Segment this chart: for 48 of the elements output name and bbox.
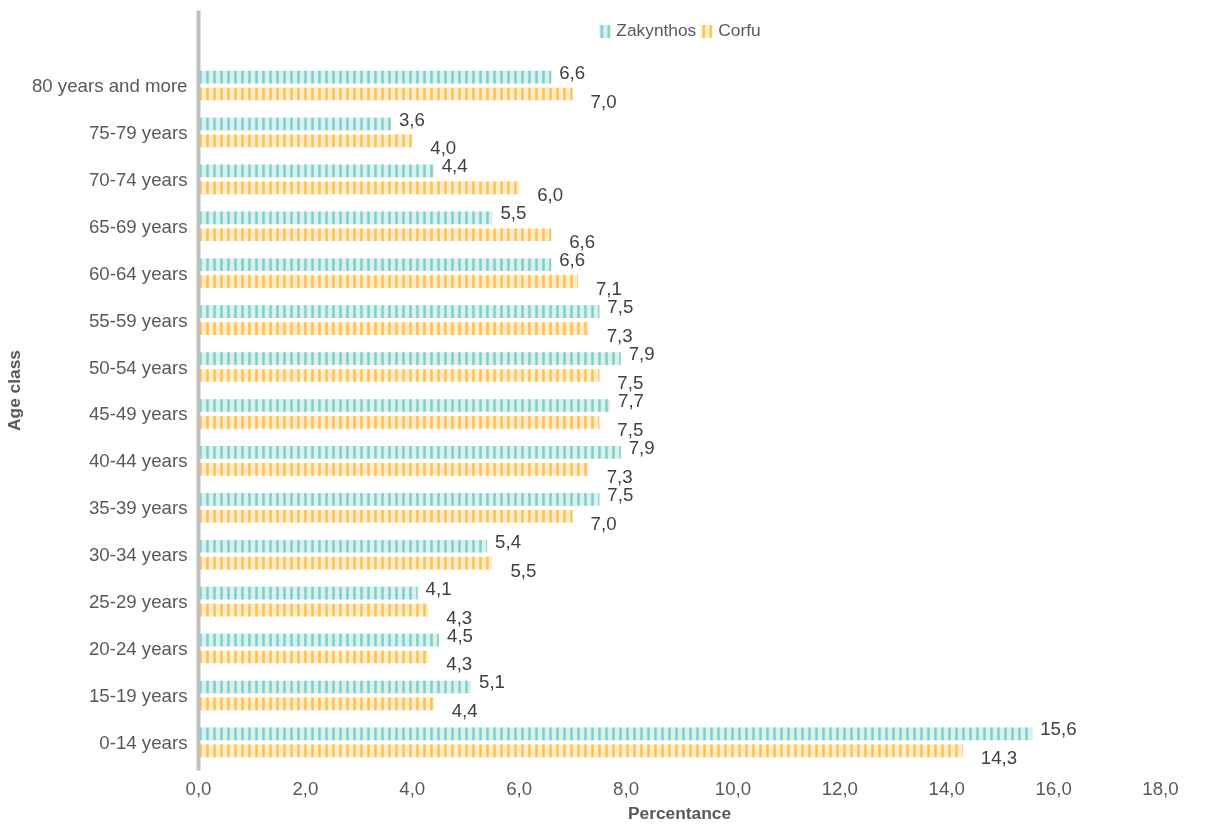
y-tick-label: 20-24 years	[88, 638, 188, 660]
data-label: 7,1	[595, 278, 622, 300]
data-label: 7,7	[618, 390, 644, 412]
y-tick-label: 40-44 years	[88, 450, 188, 472]
data-label: 5,4	[495, 530, 522, 552]
y-tick-label: 70-74 years	[88, 168, 188, 190]
y-tick-label: 55-59 years	[88, 309, 188, 331]
data-label: 7,5	[617, 371, 644, 393]
data-label: 4,1	[425, 577, 452, 599]
data-label: 5,5	[500, 202, 527, 224]
data-label: 6,0	[537, 184, 564, 206]
x-tick-label: 6,0	[506, 777, 533, 799]
x-tick-label: 14,0	[928, 777, 965, 799]
y-tick-label: 45-49 years	[88, 403, 188, 425]
x-tick-label: 2,0	[292, 777, 319, 799]
data-label: 7,0	[590, 512, 617, 534]
y-tick-label: 80 years and more	[31, 75, 188, 97]
data-label: 5,1	[479, 671, 505, 693]
y-tick-label: 75-79 years	[88, 121, 188, 143]
y-tick-label: 0-14 years	[99, 731, 188, 753]
legend-label: Zakynthos	[616, 20, 697, 41]
data-label: 6,6	[559, 61, 586, 83]
x-tick-label: 10,0	[714, 777, 752, 799]
y-tick-label: 25-29 years	[88, 591, 188, 613]
data-label: 15,6	[1040, 718, 1077, 740]
data-label: 5,5	[510, 559, 537, 581]
legend-label: Corfu	[718, 20, 761, 41]
y-tick-label: 35-39 years	[88, 497, 188, 519]
data-label: 7,3	[606, 465, 633, 487]
data-label: 3,6	[398, 108, 425, 130]
x-tick-label: 4,0	[399, 777, 426, 799]
data-label: 4,3	[446, 653, 473, 675]
y-tick-label: 30-34 years	[88, 544, 188, 566]
x-tick-label: 18,0	[1142, 777, 1179, 799]
data-label: 4,4	[451, 700, 478, 722]
y-axis-title: Age class	[3, 350, 24, 431]
x-tick-label: 0,0	[185, 777, 212, 799]
data-label: 14,3	[980, 747, 1018, 769]
y-tick-label: 65-69 years	[88, 215, 188, 237]
x-axis-title: Percentance	[627, 802, 732, 823]
x-tick-label: 8,0	[613, 777, 640, 799]
y-tick-label: 15-19 years	[88, 684, 188, 706]
data-label: 6,6	[569, 231, 596, 253]
x-tick-label: 16,0	[1035, 777, 1072, 799]
x-tick-label: 12,0	[821, 777, 858, 799]
data-label: 7,0	[590, 90, 617, 112]
y-tick-label: 50-54 years	[88, 356, 188, 378]
y-tick-label: 60-64 years	[88, 262, 188, 284]
